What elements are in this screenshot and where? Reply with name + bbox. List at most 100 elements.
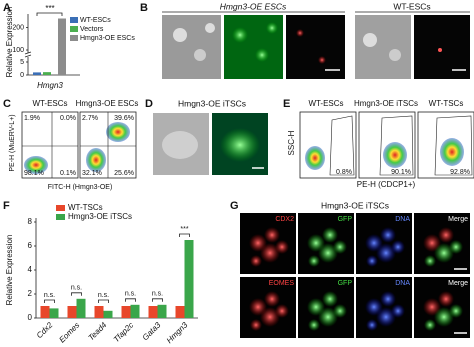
channel-label: DNA (395, 216, 410, 223)
cell-cluster (264, 291, 280, 307)
gate-value: 0.8% (336, 169, 352, 176)
panel-letter: B (140, 2, 148, 14)
legend-swatch (56, 214, 65, 220)
cell-cluster (333, 304, 347, 318)
cell-cluster (391, 304, 405, 318)
axes (35, 218, 198, 319)
sig-bracket (36, 12, 63, 16)
sig-label: n.s. (152, 291, 163, 298)
x-tick-label: Gata3 (141, 320, 163, 342)
x-label: PE-H (CDCP1+) (357, 180, 416, 189)
cell-cluster (438, 227, 454, 243)
channel-label: CDX2 (275, 216, 294, 223)
panel-letter: E (283, 98, 290, 110)
cell-cluster (391, 240, 405, 254)
quadrant-value: 0.0% (60, 115, 76, 122)
cell-cluster (434, 307, 454, 327)
sig-label: n.s. (98, 292, 109, 299)
cell-cluster (438, 291, 454, 307)
bar (121, 306, 131, 318)
legend-label: WT-ESCs (80, 17, 111, 24)
cell-cluster (260, 243, 280, 263)
bar (103, 310, 113, 318)
sig-label: *** (45, 4, 54, 13)
legend-swatch (56, 205, 65, 211)
quadrant-value: 32.1% (82, 170, 102, 177)
cell-cluster (250, 255, 262, 267)
cell-cluster (322, 227, 338, 243)
cell-cluster (275, 304, 289, 318)
sig-bracket (125, 298, 136, 302)
bar (130, 304, 140, 318)
sig-label: *** (180, 226, 188, 233)
panel-title: Hmgn3-OE iTSCs (321, 200, 389, 210)
sig-label: n.s. (44, 292, 55, 299)
legend-label: Vectors (80, 26, 104, 33)
cell-cluster (308, 255, 320, 267)
cell-cluster (380, 227, 396, 243)
sig-bracket (98, 299, 109, 303)
channel-label: DNA (395, 280, 410, 287)
cell-cluster (308, 319, 320, 331)
x-label: FITC-H (Hmgn3-OE) (48, 184, 113, 191)
cell-cluster (366, 255, 378, 267)
cell-cluster (376, 243, 396, 263)
x-tick-label: Cdx2 (35, 320, 55, 340)
cell-cluster (318, 243, 338, 263)
sig-bracket (71, 292, 82, 296)
sig-bracket (179, 233, 190, 237)
y-axis (27, 14, 80, 76)
panel-letter: A (3, 2, 11, 14)
legend-label: WT-TSCs (68, 203, 103, 212)
axis-break (24, 51, 32, 58)
bar (76, 298, 86, 318)
x-tick-label: Tfap2c (112, 321, 136, 345)
cell-cluster (333, 240, 347, 254)
cell-cluster (264, 227, 280, 243)
bar (40, 306, 50, 318)
quadrant-value: 1.9% (24, 115, 40, 122)
y-tick-label: 0 (28, 313, 33, 322)
quadrant-value: 98.1% (24, 170, 44, 177)
panel-letter: C (3, 98, 11, 110)
legend-swatch (70, 17, 78, 23)
panel-letter: D (145, 98, 153, 110)
y-tick-label: 4 (28, 265, 33, 274)
bar (175, 306, 185, 318)
bar (148, 306, 158, 318)
x-tick-label: Hmgn3 (165, 320, 190, 345)
chart-f: Relative Expression 0 2 4 6 8 n.s. Cdx2 n.s. Eome… (5, 203, 198, 345)
channel-label: GFP (338, 280, 353, 287)
bar (157, 304, 167, 318)
panel-title: Hmgn3-OE iTSCs (178, 98, 246, 108)
sig-label: n.s. (71, 285, 82, 292)
y-label: SSC-H (287, 130, 296, 155)
cell-cluster (275, 240, 289, 254)
bar (43, 72, 51, 75)
group-title: WT-ESCs (393, 1, 430, 11)
cell-cluster (424, 319, 436, 331)
channel-label: Merge (448, 280, 468, 287)
cell-cluster (449, 304, 463, 318)
x-tick-label: Hmgn3 (37, 81, 63, 90)
panel-letter: G (230, 200, 239, 212)
micrographs (153, 113, 268, 175)
quadrant-value: 39.6% (114, 115, 134, 122)
cell-cluster (366, 319, 378, 331)
y-label: PE-H (MuERV-L+) (9, 114, 16, 171)
flow-plots (299, 111, 474, 179)
panel-letter: F (3, 200, 10, 212)
gate-value: 92.8% (450, 169, 470, 176)
y-tick-label: 0 (20, 72, 24, 79)
flow-plots (21, 111, 137, 179)
x-tick-label: Eomes (57, 321, 81, 345)
y-tick-label: 2 (28, 289, 33, 298)
cell-cluster (380, 291, 396, 307)
group-title: Hmgn3-OE ESCs (220, 1, 287, 11)
y-tick-label: 5 (20, 59, 24, 66)
bar (67, 306, 77, 318)
quadrant-value: 25.6% (114, 170, 134, 177)
sig-label: n.s. (125, 291, 136, 298)
legend-label: Hmgn3-OE ESCs (80, 35, 135, 42)
